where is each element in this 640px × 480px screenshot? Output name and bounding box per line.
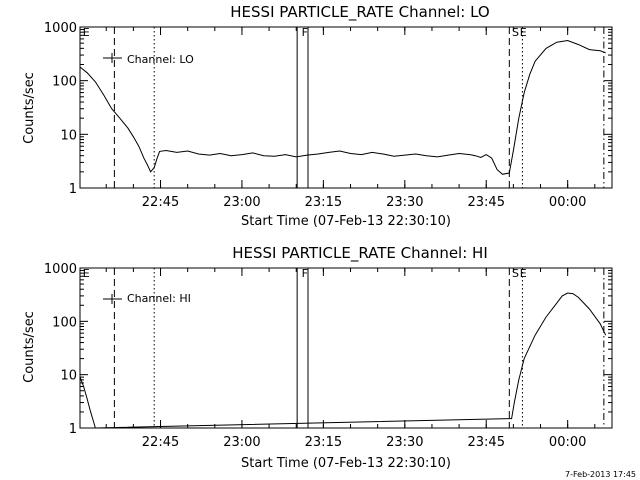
lo-channel-panel: HESSI PARTICLE_RATE Channel: LO Counts/s… (22, 3, 613, 229)
y-tick-label: 1000 (44, 21, 77, 36)
y-axis-label: Counts/sec (22, 72, 37, 144)
legend-label: Channel: LO (127, 53, 194, 66)
y-tick-label: 1 (69, 422, 77, 437)
event-marker-label: E (520, 267, 527, 280)
y-tick-label: 100 (52, 75, 77, 90)
x-tick-label: 22:45 (142, 435, 179, 450)
legend-label: Channel: HI (127, 292, 191, 305)
y-tick-label: 10 (60, 128, 77, 143)
event-marker-label: F (302, 267, 308, 280)
data-series-line (80, 39, 606, 175)
y-axis-label: Counts/sec (22, 311, 37, 383)
chart-title: HESSI PARTICLE_RATE Channel: HI (232, 244, 488, 263)
plot-frame (79, 267, 613, 429)
event-marker-label: F (302, 26, 308, 39)
x-tick-label: 23:45 (468, 195, 505, 210)
y-tick-label: 100 (52, 315, 77, 330)
x-tick-label: 23:00 (223, 195, 260, 210)
x-tick-label: 23:15 (305, 195, 342, 210)
x-tick-label: 00:00 (549, 195, 586, 210)
chart-title: HESSI PARTICLE_RATE Channel: LO (230, 3, 489, 22)
x-axis-label: Start Time (07-Feb-13 22:30:10) (241, 456, 451, 471)
x-axis-label: Start Time (07-Feb-13 22:30:10) (241, 214, 451, 229)
y-tick-label: 1 (69, 182, 77, 197)
x-tick-label: 23:30 (386, 195, 423, 210)
x-tick-label: 23:30 (386, 435, 423, 450)
event-marker-label: S (512, 267, 519, 280)
y-tick-label: 10 (60, 369, 77, 384)
event-marker-label: E (83, 267, 90, 280)
x-tick-label: 23:45 (468, 435, 505, 450)
event-marker-label: E (83, 26, 90, 39)
x-tick-label: 22:45 (142, 195, 179, 210)
event-marker-label: E (520, 26, 527, 39)
timestamp: 7-Feb-2013 17:45 (565, 470, 636, 479)
event-marker-label: S (512, 26, 519, 39)
x-tick-label: 23:00 (223, 435, 260, 450)
y-tick-label: 1000 (44, 262, 77, 277)
hi-channel-panel: HESSI PARTICLE_RATE Channel: HI Counts/s… (22, 244, 613, 471)
x-tick-label: 00:00 (549, 435, 586, 450)
plot-frame (79, 26, 613, 189)
data-series-line (80, 292, 607, 428)
x-tick-label: 23:15 (305, 435, 342, 450)
